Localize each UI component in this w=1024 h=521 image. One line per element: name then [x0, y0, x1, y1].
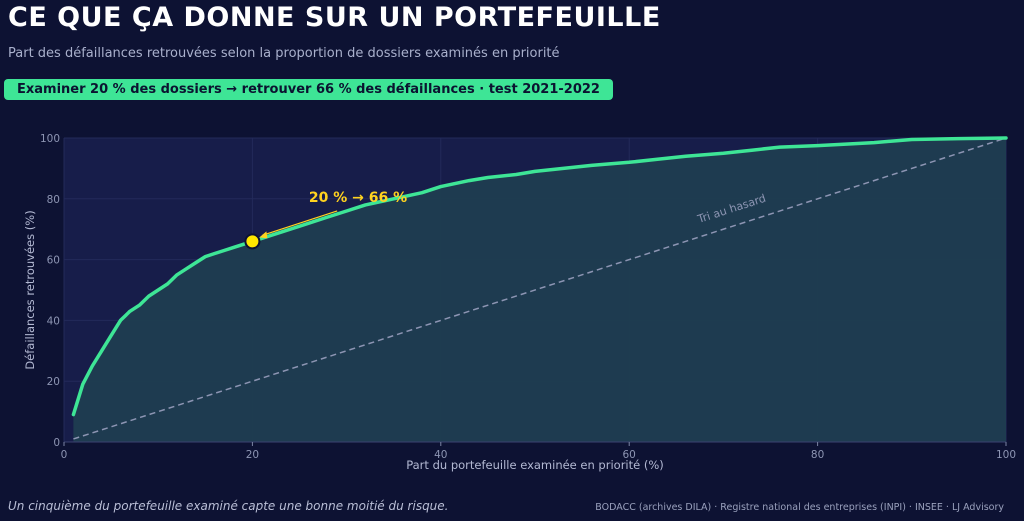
highlight-marker	[244, 233, 261, 250]
highlight-label: 20 % → 66 %	[309, 190, 407, 206]
data-source: BODACC (archives DILA) · Registre nation…	[595, 502, 1004, 513]
capture-curve-line	[71, 136, 1008, 417]
page-subtitle: Part des défaillances retrouvées selon l…	[8, 46, 560, 61]
y-tick-label: 80	[47, 194, 60, 206]
page-title: CE QUE ÇA DONNE SUR UN PORTEFEUILLE	[8, 2, 661, 33]
y-tick-label: 20	[47, 376, 60, 388]
y-axis-title: Défaillances retrouvées (%)	[23, 210, 37, 369]
x-tick-label: 100	[996, 449, 1016, 461]
random-baseline-line	[73, 137, 1007, 440]
x-tick-label: 60	[623, 449, 636, 461]
x-tick-label: 20	[246, 449, 259, 461]
key-figure-badge: Examiner 20 % des dossiers → retrouver 6…	[4, 79, 613, 100]
highlight-pointer	[262, 210, 338, 236]
y-tick-label: 100	[40, 133, 60, 145]
y-tick-label: 0	[53, 437, 60, 449]
y-tick-label: 40	[47, 315, 60, 327]
x-axis-title: Part du portefeuille examinée en priorit…	[406, 458, 664, 472]
x-tick-label: 80	[811, 449, 824, 461]
x-tick-label: 40	[434, 449, 447, 461]
chart-footnote: Un cinquième du portefeuille examiné cap…	[8, 499, 449, 513]
y-tick-label: 60	[47, 255, 60, 267]
x-tick-label: 0	[61, 449, 68, 461]
highlight-arrowhead	[259, 231, 268, 239]
